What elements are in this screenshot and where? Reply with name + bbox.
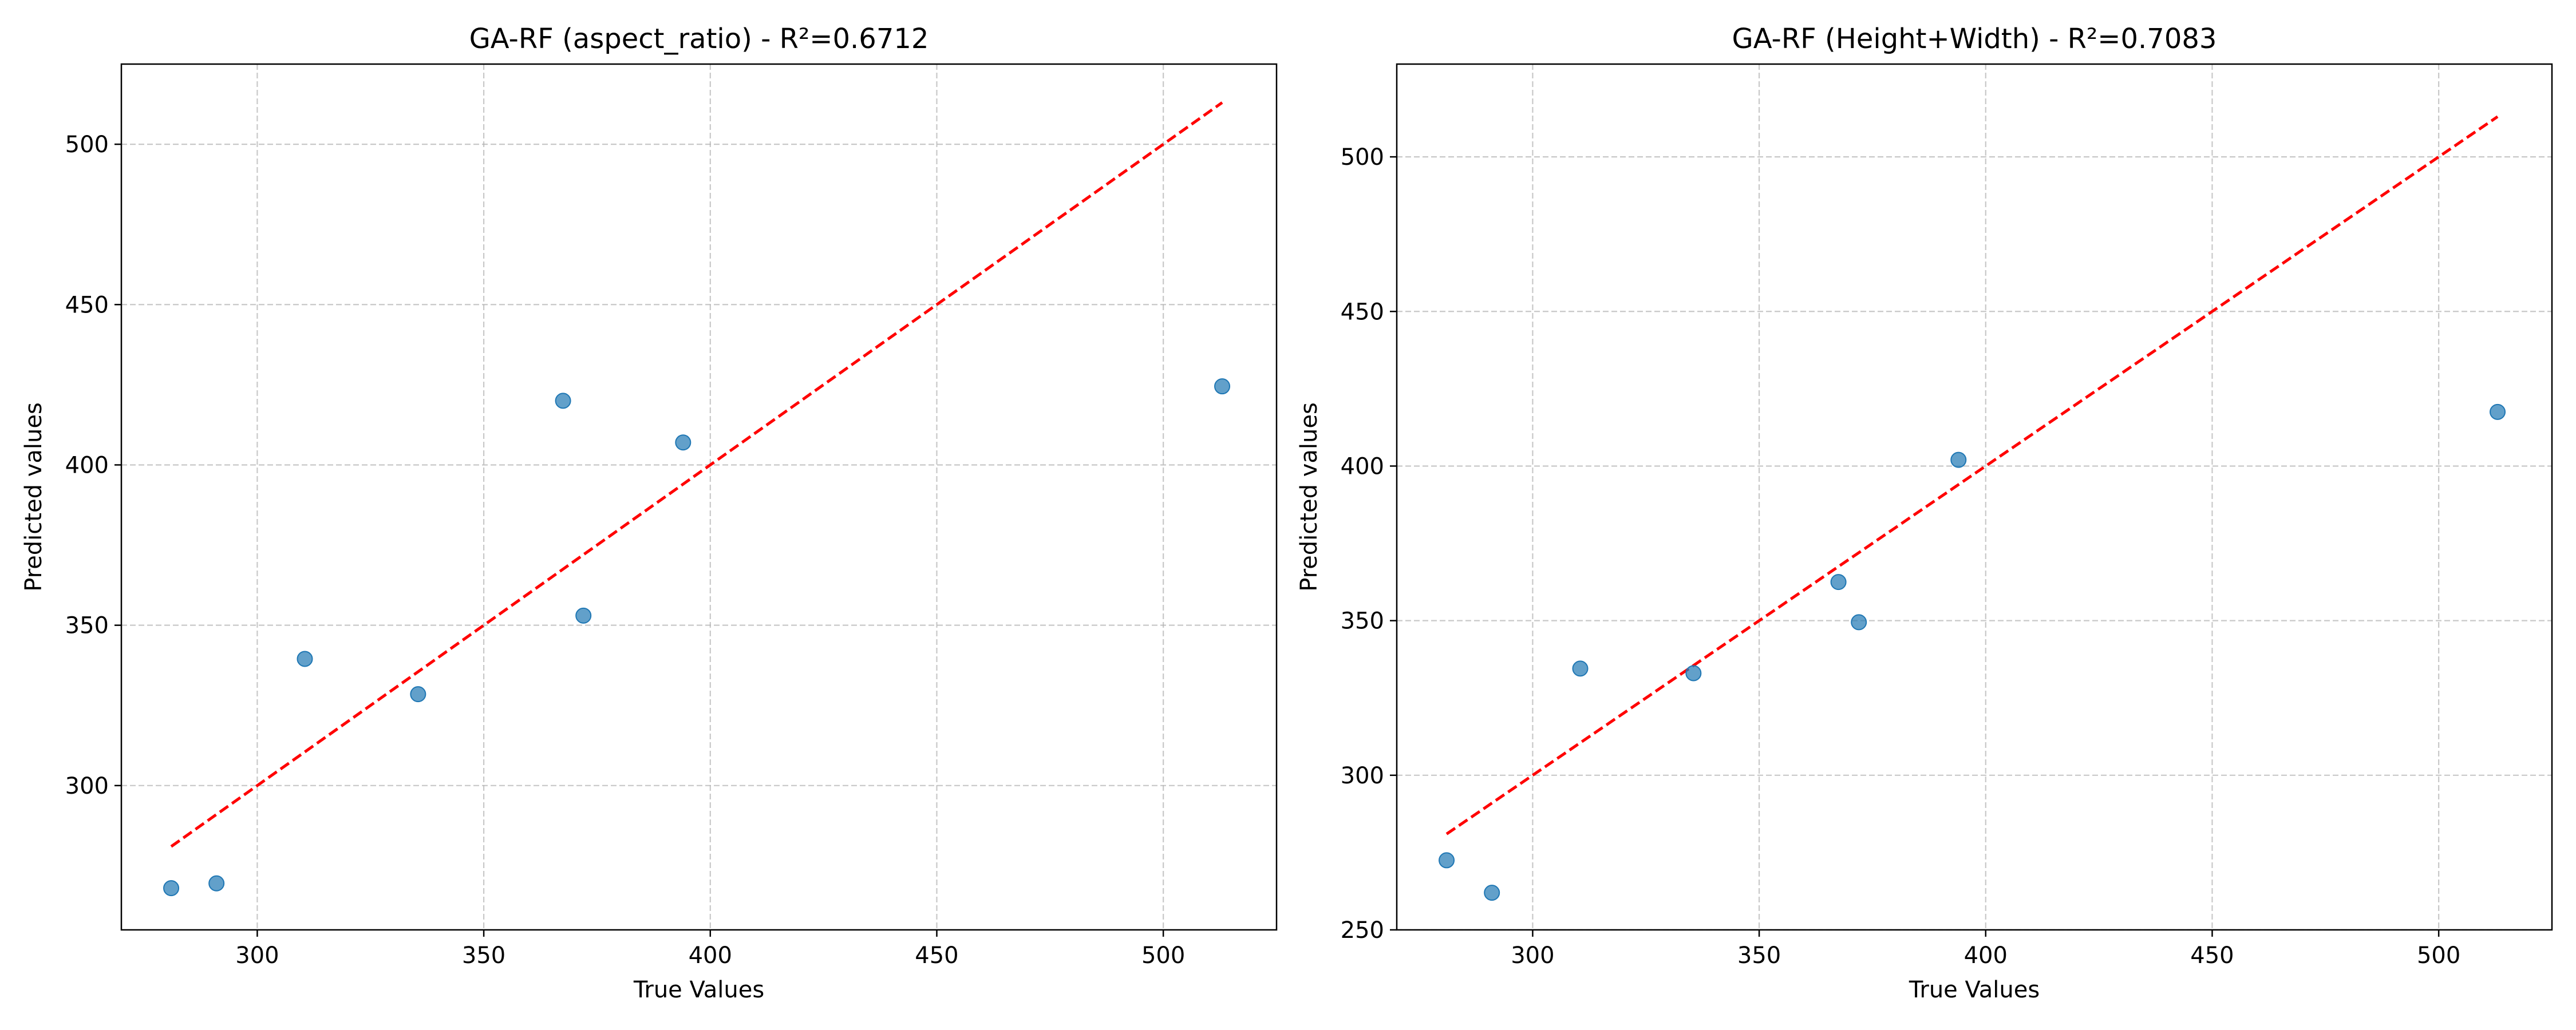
data-point bbox=[1830, 574, 1847, 591]
data-point bbox=[1685, 665, 1702, 682]
data-point bbox=[1950, 451, 1967, 468]
x-tick-label: 500 bbox=[2417, 942, 2460, 969]
y-tick-label: 500 bbox=[65, 132, 109, 158]
reference-line bbox=[170, 101, 1223, 848]
data-point bbox=[1214, 378, 1231, 395]
data-point bbox=[1572, 660, 1589, 677]
x-tick-label: 500 bbox=[1141, 942, 1185, 969]
chart-title: GA-RF (Height+Width) - R²=0.7083 bbox=[1732, 23, 2217, 55]
reference-line bbox=[1445, 115, 2499, 835]
data-point bbox=[675, 434, 692, 451]
data-point bbox=[575, 607, 592, 624]
y-tick-label: 500 bbox=[1341, 144, 1384, 171]
data-point bbox=[2490, 403, 2506, 420]
y-tick-label: 400 bbox=[65, 452, 109, 478]
data-point bbox=[1484, 885, 1500, 901]
y-tick-label: 250 bbox=[1341, 917, 1384, 944]
x-tick-label: 400 bbox=[689, 942, 732, 969]
x-tick-label: 300 bbox=[235, 942, 279, 969]
x-tick-label: 350 bbox=[1737, 942, 1781, 969]
x-axis-label: True Values bbox=[633, 977, 764, 1003]
x-tick-label: 450 bbox=[915, 942, 958, 969]
axes-frame bbox=[1396, 63, 2553, 931]
y-tick-label: 350 bbox=[1341, 608, 1384, 635]
x-axis-label: True Values bbox=[1909, 977, 2040, 1003]
data-point bbox=[555, 393, 571, 409]
y-tick-label: 300 bbox=[65, 773, 109, 799]
data-point bbox=[410, 686, 426, 703]
chart-panel-1: 300 350 400 450 500 300 350 400 450 500 GA-RF (asp… bbox=[21, 23, 1278, 1003]
x-tick-label: 400 bbox=[1964, 942, 2008, 969]
data-point bbox=[1439, 852, 1455, 869]
data-point bbox=[163, 880, 180, 897]
x-tick-label: 350 bbox=[462, 942, 505, 969]
y-tick-label: 350 bbox=[65, 613, 109, 639]
x-tick-label: 300 bbox=[1511, 942, 1554, 969]
y-tick-label: 450 bbox=[1341, 299, 1384, 325]
data-point bbox=[208, 875, 225, 892]
x-tick-label: 450 bbox=[2190, 942, 2234, 969]
y-tick-label: 400 bbox=[1341, 453, 1384, 480]
y-axis-label: Predicted values bbox=[1296, 402, 1322, 592]
y-tick-label: 450 bbox=[65, 292, 109, 318]
axes-frame bbox=[120, 63, 1278, 931]
data-point bbox=[1851, 614, 1867, 631]
y-tick-label: 300 bbox=[1341, 763, 1384, 789]
data-point bbox=[297, 651, 313, 667]
chart-panel-2: 300 350 400 450 500 250 300 350 400 450 500 GA-RF (… bbox=[1296, 23, 2553, 1003]
chart-title: GA-RF (aspect_ratio) - R²=0.6712 bbox=[469, 23, 929, 55]
y-axis-label: Predicted values bbox=[21, 402, 47, 592]
